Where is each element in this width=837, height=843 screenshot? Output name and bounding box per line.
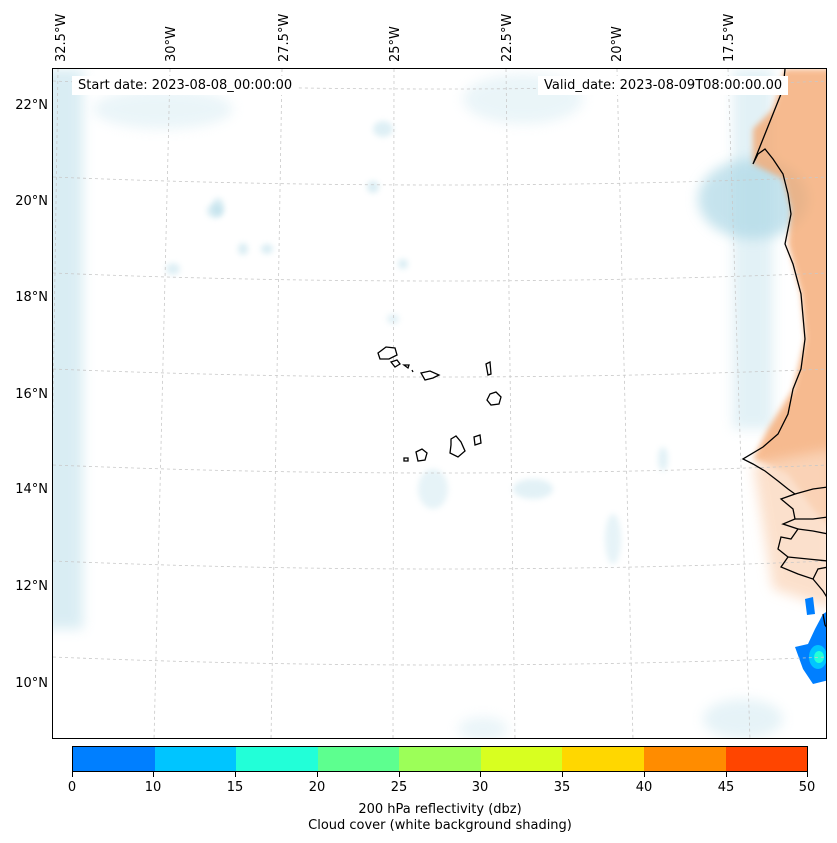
colorbar-sublabel: Cloud cover (white background shading) [308, 818, 572, 833]
colorbar [72, 746, 808, 772]
colorbar-segment-30-35 [480, 747, 563, 771]
colorbar-tick-label-30: 30 [471, 780, 489, 795]
lon-label-22-5w: 22.5°W [500, 13, 515, 62]
colorbar-segment-0-10 [73, 747, 155, 771]
map-canvas [53, 69, 826, 738]
colorbar-label: 200 hPa reflectivity (dbz) [358, 802, 522, 817]
reflectivity-blob [795, 597, 826, 684]
colorbar-segment-15-20 [236, 747, 318, 771]
colorbar-tick [726, 772, 727, 777]
colorbar-tick-label-10: 10 [144, 780, 162, 795]
colorbar-tick [153, 772, 154, 777]
colorbar-segment-40-45 [643, 747, 726, 771]
lat-label-18n: 18°N [15, 290, 48, 305]
colorbar-tick-label-50: 50 [798, 780, 816, 795]
colorbar-tick [807, 772, 808, 777]
colorbar-segment-10-15 [154, 747, 237, 771]
lon-label-30w: 30°W [164, 26, 179, 62]
colorbar-tick [317, 772, 318, 777]
colorbar-tick-label-35: 35 [553, 780, 571, 795]
lat-label-20n: 20°N [15, 194, 48, 209]
colorbar-segment-35-40 [562, 747, 644, 771]
lon-label-25w: 25°W [388, 26, 403, 62]
colorbar-tick [399, 772, 400, 777]
colorbar-tick-label-45: 45 [717, 780, 735, 795]
lon-label-20w: 20°W [610, 26, 625, 62]
lat-label-16n: 16°N [15, 387, 48, 402]
lat-label-14n: 14°N [15, 482, 48, 497]
colorbar-tick [644, 772, 645, 777]
colorbar-tick-label-40: 40 [635, 780, 653, 795]
lat-label-22n: 22°N [15, 98, 48, 113]
start-date-label: Start date: 2023-08-08_00:00:00 [72, 76, 299, 95]
colorbar-tick [480, 772, 481, 777]
valid-date-label: Valid_date: 2023-08-09T08:00:00.00 [538, 76, 789, 95]
colorbar-tick [235, 772, 236, 777]
colorbar-tick [562, 772, 563, 777]
map-area[interactable] [52, 68, 827, 739]
gridlines [53, 69, 826, 738]
lon-label-17-5w: 17.5°W [722, 13, 737, 62]
cape-verde-islands [377, 346, 502, 462]
coastline [741, 69, 826, 628]
lon-label-32-5w: 32.5°W [54, 13, 69, 62]
colorbar-segment-45-50 [725, 747, 808, 771]
lat-label-10n: 10°N [15, 676, 48, 691]
colorbar-tick-label-25: 25 [390, 780, 408, 795]
lat-label-12n: 12°N [15, 579, 48, 594]
colorbar-segment-20-25 [317, 747, 400, 771]
lon-label-27-5w: 27.5°W [277, 13, 292, 62]
land-shading [753, 69, 826, 607]
colorbar-tick-label-20: 20 [308, 780, 326, 795]
colorbar-segment-25-30 [399, 747, 481, 771]
colorbar-tick [72, 772, 73, 777]
cloud-shading [53, 69, 808, 738]
colorbar-tick-label-15: 15 [226, 780, 244, 795]
colorbar-tick-label-0: 0 [67, 780, 77, 795]
